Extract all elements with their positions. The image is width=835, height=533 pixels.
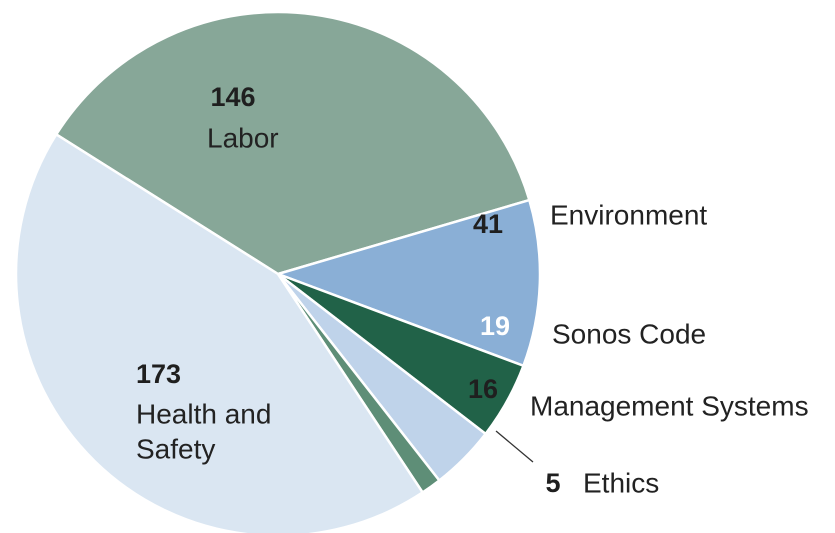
- category-label-management-systems: Management Systems: [530, 390, 809, 421]
- category-label-labor: Labor: [207, 122, 279, 153]
- pie-labels: 146 Labor 41 Environment 19 Sonos Code 16 Manag…: [136, 82, 809, 498]
- slice-health-and-safety: [14, 133, 424, 533]
- category-label-health-and-safety-line-2: Safety: [136, 433, 215, 464]
- leader-line-ethics: [495, 430, 534, 463]
- value-label-health-and-safety: 173: [136, 359, 181, 389]
- category-label-ethics: Ethics: [583, 467, 659, 498]
- value-label-management-systems: 16: [468, 374, 498, 404]
- pie-slices: [14, 10, 542, 533]
- category-label-health-and-safety-line-1: Health and: [136, 398, 271, 429]
- slice-environment: [276, 198, 542, 368]
- category-label-sonos-code: Sonos Code: [552, 318, 706, 349]
- value-label-labor: 146: [210, 82, 255, 112]
- value-label-sonos-code: 19: [480, 311, 510, 341]
- value-label-environment: 41: [473, 209, 503, 239]
- value-label-ethics: 5: [545, 468, 560, 498]
- category-label-environment: Environment: [550, 199, 707, 230]
